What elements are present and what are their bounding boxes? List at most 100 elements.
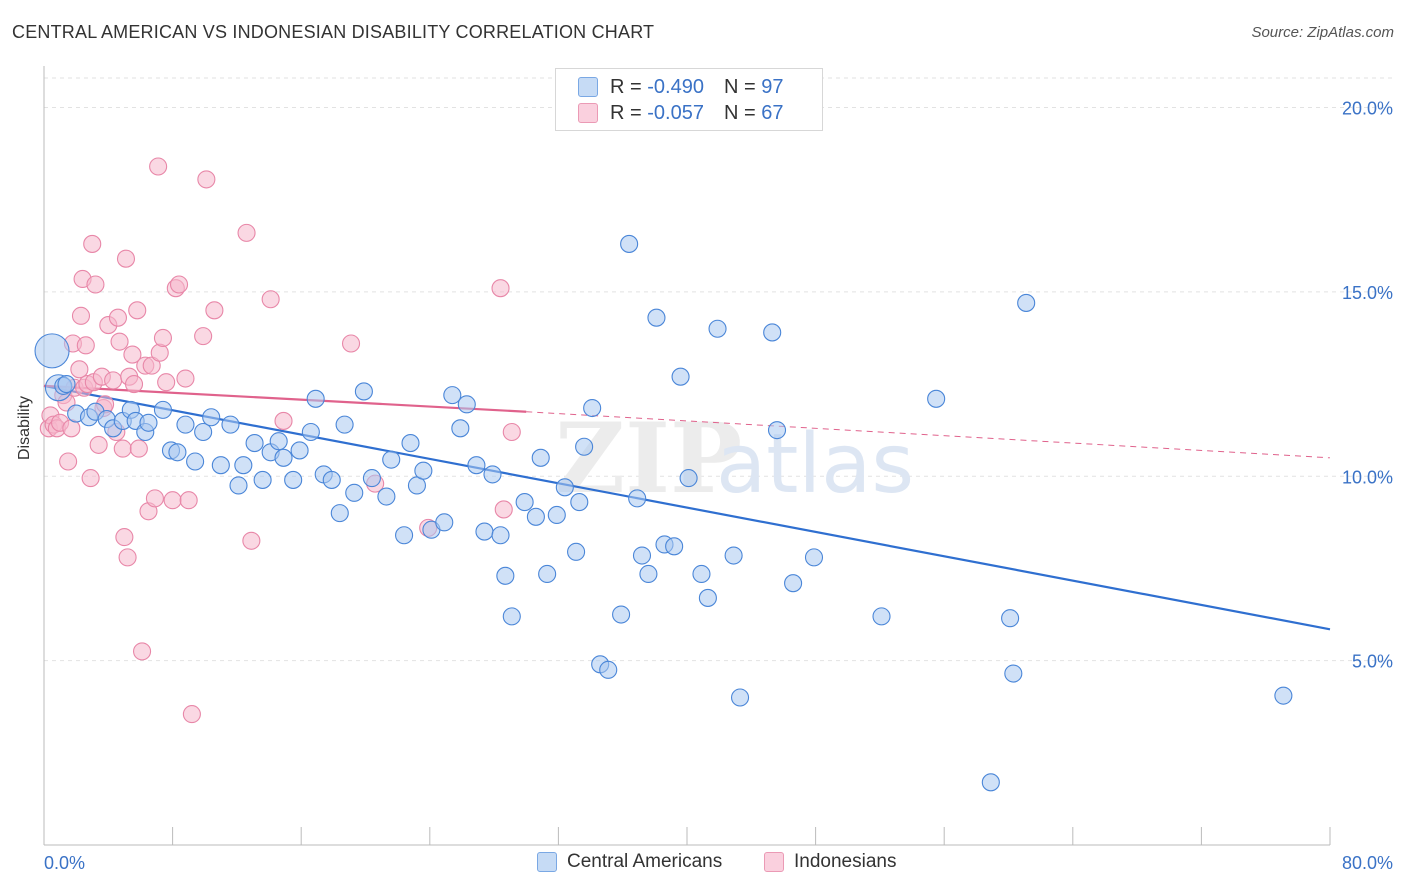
point-indonesians bbox=[502, 422, 521, 442]
point-central-americans bbox=[724, 546, 743, 565]
point-central-americans bbox=[322, 470, 341, 489]
point-central-americans bbox=[414, 461, 433, 480]
point-indonesians bbox=[128, 301, 147, 320]
point-central-americans bbox=[168, 443, 187, 462]
y-tick-label: 10.0% bbox=[1342, 467, 1393, 487]
point-central-americans bbox=[57, 375, 76, 394]
point-central-americans bbox=[330, 504, 349, 523]
point-central-americans bbox=[612, 605, 631, 624]
point-indonesians bbox=[242, 531, 261, 550]
point-central-americans bbox=[290, 441, 309, 460]
point-central-americans bbox=[345, 483, 364, 502]
point-central-americans bbox=[211, 456, 230, 475]
point-central-americans bbox=[1001, 609, 1020, 628]
point-central-americans bbox=[628, 489, 647, 508]
point-central-americans bbox=[245, 434, 264, 453]
legend-swatch-central-americans bbox=[578, 77, 598, 97]
y-axis-label: Disability bbox=[16, 395, 33, 460]
point-central-americans bbox=[401, 434, 420, 453]
point-indonesians bbox=[115, 528, 134, 547]
point-central-americans bbox=[531, 448, 550, 467]
series-legend: Central Americans Indonesians bbox=[0, 851, 1406, 877]
point-central-americans bbox=[284, 470, 303, 489]
y-tick-label: 15.0% bbox=[1342, 283, 1393, 303]
point-central-americans bbox=[186, 452, 205, 471]
point-indonesians bbox=[83, 234, 102, 253]
point-indonesians bbox=[59, 452, 78, 471]
point-central-americans bbox=[457, 395, 476, 414]
legend-row-central-americans: R = -0.490 N = 97 bbox=[578, 74, 783, 100]
point-indonesians bbox=[145, 489, 164, 508]
point-central-americans bbox=[194, 422, 213, 442]
point-indonesians bbox=[205, 301, 224, 320]
point-indonesians bbox=[179, 491, 198, 510]
trend-line-central-americans bbox=[43, 384, 1331, 631]
point-central-americans bbox=[567, 542, 586, 561]
legend-item-indonesians[interactable]: Indonesians bbox=[764, 851, 896, 873]
y-tick-label: 5.0% bbox=[1352, 652, 1393, 672]
legend-n-value: 67 bbox=[761, 101, 784, 124]
watermark-atlas: atlas bbox=[716, 417, 914, 512]
point-indonesians bbox=[110, 332, 129, 351]
point-indonesians bbox=[176, 369, 195, 388]
point-indonesians bbox=[133, 642, 152, 661]
legend-swatch-indonesians bbox=[578, 103, 598, 123]
point-central-americans bbox=[632, 546, 652, 565]
chart-title: CENTRAL AMERICAN VS INDONESIAN DISABILIT… bbox=[12, 22, 655, 42]
point-central-americans bbox=[555, 478, 574, 497]
legend-item-central-americans[interactable]: Central Americans bbox=[537, 851, 722, 873]
point-indonesians bbox=[89, 435, 108, 454]
point-central-americans bbox=[639, 564, 658, 584]
legend-r-value: -0.490 bbox=[647, 75, 704, 98]
point-central-americans bbox=[491, 526, 510, 545]
point-indonesians bbox=[237, 223, 256, 242]
legend-label: Central Americans bbox=[567, 851, 723, 872]
point-indonesians bbox=[197, 170, 216, 189]
point-indonesians bbox=[261, 290, 280, 309]
point-central-americans bbox=[547, 505, 566, 525]
point-central-americans bbox=[382, 450, 401, 469]
point-central-americans bbox=[570, 493, 589, 512]
point-indonesians bbox=[169, 275, 189, 294]
point-central-americans bbox=[526, 507, 545, 526]
point-central-americans bbox=[34, 333, 70, 369]
point-indonesians bbox=[129, 439, 148, 458]
point-central-americans bbox=[698, 588, 717, 607]
point-indonesians bbox=[494, 500, 513, 519]
point-indonesians bbox=[163, 491, 182, 510]
point-indonesians bbox=[108, 308, 127, 327]
point-central-americans bbox=[496, 566, 515, 585]
x-tick-label: 80.0% bbox=[1342, 853, 1393, 873]
x-tick-label: 0.0% bbox=[44, 853, 85, 873]
point-central-americans bbox=[229, 476, 248, 495]
point-central-americans bbox=[804, 548, 824, 567]
point-indonesians bbox=[123, 345, 142, 364]
point-central-americans bbox=[583, 398, 602, 418]
chart-source: Source: ZipAtlas.com bbox=[1251, 24, 1394, 41]
point-central-americans bbox=[253, 470, 272, 489]
point-central-americans bbox=[671, 367, 690, 386]
point-central-americans bbox=[730, 688, 750, 707]
point-central-americans bbox=[139, 413, 158, 432]
point-indonesians bbox=[104, 371, 123, 390]
point-central-americans bbox=[362, 469, 381, 488]
point-central-americans bbox=[221, 415, 240, 434]
point-central-americans bbox=[872, 607, 891, 626]
legend-label: Indonesians bbox=[794, 851, 897, 872]
point-central-americans bbox=[443, 386, 462, 405]
legend-r-label: R = bbox=[610, 101, 642, 124]
point-indonesians bbox=[142, 356, 161, 375]
legend-row-indonesians: R = -0.057 N = 67 bbox=[578, 100, 783, 126]
point-central-americans bbox=[301, 422, 320, 442]
watermark-zip: ZIP bbox=[555, 402, 742, 515]
point-central-americans bbox=[708, 319, 727, 338]
point-indonesians bbox=[116, 249, 136, 268]
point-central-americans bbox=[784, 574, 803, 593]
point-indonesians bbox=[491, 279, 510, 298]
legend-n-label: N = bbox=[723, 101, 756, 124]
y-tick-label: 20.0% bbox=[1342, 99, 1393, 119]
point-central-americans bbox=[502, 607, 521, 626]
point-central-americans bbox=[202, 408, 221, 427]
point-central-americans bbox=[665, 537, 684, 556]
